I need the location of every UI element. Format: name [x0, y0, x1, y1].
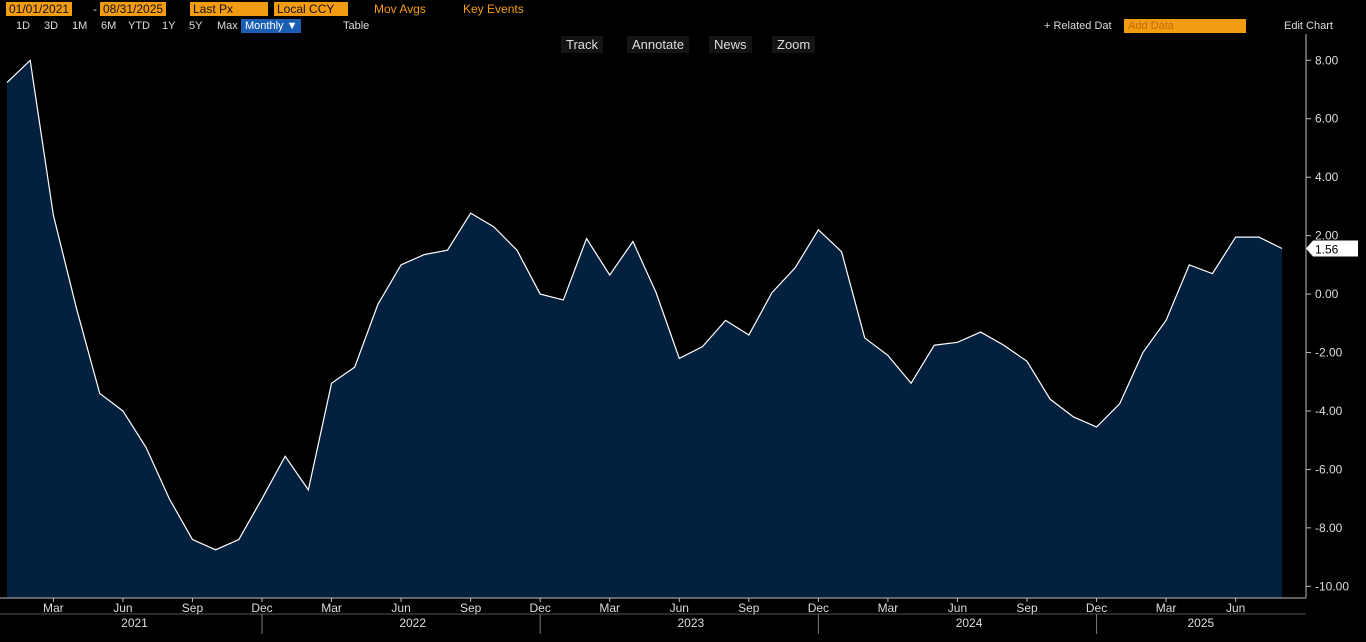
- x-tick-label: Mar: [321, 601, 342, 615]
- x-tick-label: Sep: [738, 601, 760, 615]
- x-tick-label: Sep: [1016, 601, 1038, 615]
- y-tick-label: -6.00: [1315, 462, 1343, 476]
- x-tick-label: Dec: [808, 601, 829, 615]
- y-tick-label: -4.00: [1315, 404, 1343, 418]
- y-tick-label: 4.00: [1315, 170, 1339, 184]
- y-tick-label: -10.00: [1315, 579, 1349, 593]
- start-date[interactable]: 01/01/2021: [6, 2, 73, 16]
- chart: 8.00 6.00 4.00 2.00 0.00 -2.00 -4.00 -6.00 -8.00…: [0, 34, 1358, 634]
- x-tick-label: Mar: [43, 601, 64, 615]
- y-tick-label: 2.00: [1315, 229, 1339, 243]
- mov-avgs[interactable]: Mov Avgs: [374, 2, 426, 16]
- x-tick-label: Jun: [391, 601, 410, 615]
- add-data-input[interactable]: Add Data: [1124, 19, 1246, 33]
- year-label: 2022: [399, 616, 426, 630]
- range-button[interactable]: 6M: [101, 20, 117, 32]
- chart-tool[interactable]: Annotate: [627, 36, 690, 53]
- x-tick-label: Jun: [670, 601, 689, 615]
- x-tick-label: Dec: [530, 601, 551, 615]
- x-tick-label: Jun: [948, 601, 967, 615]
- year-label: 2025: [1188, 616, 1215, 630]
- toolbar-top: 01/01/2021 - 08/31/2025 Last Px Local CC…: [0, 0, 1366, 18]
- range-button[interactable]: 1M: [72, 20, 88, 32]
- series-line: [6, 59, 1283, 551]
- last-value-tag: [1306, 240, 1358, 257]
- x-tick-label: Sep: [182, 601, 204, 615]
- chart-tool[interactable]: News: [709, 36, 752, 53]
- key-events[interactable]: Key Events: [463, 2, 524, 16]
- end-date[interactable]: 08/31/2025: [100, 2, 167, 16]
- table-button[interactable]: Table: [343, 20, 370, 32]
- chart-tool[interactable]: Zoom: [772, 36, 816, 53]
- range-button[interactable]: Max: [217, 20, 238, 32]
- year-label: 2023: [678, 616, 705, 630]
- x-tick-label: Mar: [1156, 601, 1177, 615]
- toolbar-ranges: Monthly ▼ Table + Related Dat Add Data E…: [0, 17, 1366, 34]
- last-value-label: 1.56: [1315, 242, 1339, 256]
- year-label: 2024: [956, 616, 983, 630]
- x-tick-label: Mar: [878, 601, 899, 615]
- x-tick-label: Dec: [1086, 601, 1107, 615]
- range-button[interactable]: 1D: [16, 20, 31, 32]
- range-button[interactable]: 5Y: [189, 20, 203, 32]
- edit-chart[interactable]: Edit Chart: [1284, 20, 1333, 32]
- y-tick-label: 6.00: [1315, 112, 1339, 126]
- y-tick-label: 0.00: [1315, 287, 1339, 301]
- range-button[interactable]: YTD: [128, 20, 150, 32]
- related-data[interactable]: + Related Dat: [1044, 20, 1112, 32]
- chart-tool[interactable]: Track: [561, 36, 604, 53]
- x-tick-label: Dec: [251, 601, 272, 615]
- y-tick-label: -8.00: [1315, 521, 1343, 535]
- x-tick-label: Jun: [113, 601, 132, 615]
- date-separator: -: [93, 2, 97, 16]
- period-select[interactable]: Monthly ▼: [241, 19, 302, 33]
- x-tick-label: Sep: [460, 601, 482, 615]
- x-tick-label: Mar: [599, 601, 620, 615]
- currency-select[interactable]: Local CCY: [274, 2, 348, 16]
- area-fill: [7, 60, 1282, 598]
- field-select[interactable]: Last Px: [190, 2, 268, 16]
- range-button[interactable]: 3D: [44, 20, 59, 32]
- x-tick-label: Jun: [1226, 601, 1245, 615]
- y-tick-label: 8.00: [1315, 53, 1339, 67]
- y-tick-label: -2.00: [1315, 346, 1343, 360]
- year-label: 2021: [121, 616, 148, 630]
- range-button[interactable]: 1Y: [162, 20, 176, 32]
